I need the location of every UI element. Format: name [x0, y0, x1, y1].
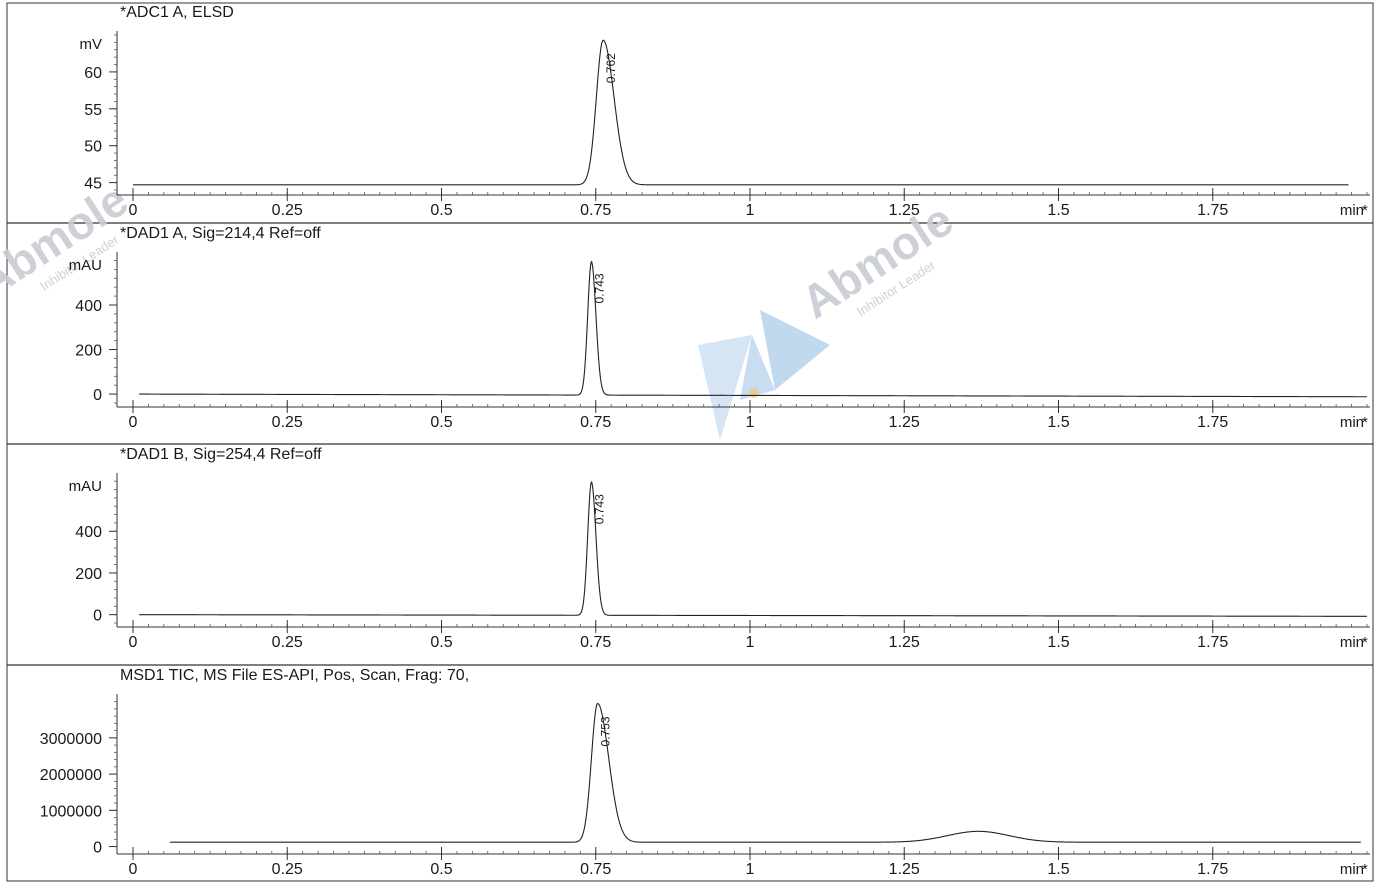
x-tick-label: 1.75	[1197, 414, 1228, 431]
x-tick-label: 1	[746, 414, 755, 431]
x-tick-label: 0.5	[430, 861, 452, 878]
x-tick-label: 0	[129, 414, 138, 431]
chart-panel-2: *DAD1 A, Sig=214,4 Ref=off mAU 0 200 400 0 0.2…	[69, 225, 1370, 431]
series-trace	[170, 702, 1361, 843]
peak-label: 0.762	[604, 53, 618, 83]
panel-title: *ADC1 A, ELSD	[120, 4, 234, 21]
x-tick-label: 0	[129, 202, 138, 219]
x-tick-label: 0.25	[272, 634, 303, 651]
y-tick-label: 55	[84, 102, 102, 119]
y-tick-label: 400	[75, 298, 102, 315]
x-tick-label: 1.25	[889, 202, 920, 219]
y-tick-label: 200	[75, 566, 102, 583]
x-tick-label: 0.25	[272, 202, 303, 219]
x-tick-label: 1	[746, 861, 755, 878]
x-axis-unit: min	[1340, 634, 1364, 651]
peak-label: 0.753	[599, 716, 613, 746]
x-tick-label: 1	[746, 634, 755, 651]
x-tick-label: 1.75	[1197, 634, 1228, 651]
y-axis-unit: mAU	[69, 257, 102, 274]
y-tick-label: 0	[93, 387, 102, 404]
peak-label: 0.743	[592, 273, 606, 303]
y-tick-label: 0	[93, 840, 102, 857]
watermark-center: Abmole Inhibitor Leader	[698, 193, 962, 440]
chart-panel-1: *ADC1 A, ELSD mV 45 50 55 60 0 0.25 0.5 0.75 1 1.25…	[80, 4, 1370, 219]
chart-panel-3: *DAD1 B, Sig=254,4 Ref=off mAU 0 200 400 0 0.2…	[69, 446, 1370, 651]
x-tick-label: 1.25	[889, 414, 920, 431]
y-tick-label: 1000000	[40, 803, 102, 820]
y-tick-label: 200	[75, 343, 102, 360]
x-tick-label: 1.5	[1047, 202, 1069, 219]
x-tick-label: 1.25	[889, 861, 920, 878]
x-tick-label: 0.75	[580, 414, 611, 431]
y-tick-label: 400	[75, 524, 102, 541]
watermark-logo-icon	[698, 310, 830, 440]
axis-continuation-marker: *	[1362, 634, 1368, 651]
x-tick-label: 0.75	[580, 202, 611, 219]
x-tick-label: 0.5	[430, 414, 452, 431]
x-tick-label: 0.25	[272, 861, 303, 878]
y-tick-label: 2000000	[40, 767, 102, 784]
x-tick-label: 0.25	[272, 414, 303, 431]
report-frame	[6, 2, 1374, 882]
x-tick-label: 1.25	[889, 634, 920, 651]
panel-title: *DAD1 B, Sig=254,4 Ref=off	[120, 446, 322, 463]
x-tick-label: 0.75	[580, 634, 611, 651]
x-tick-label: 0.5	[430, 202, 452, 219]
axis-continuation-marker: *	[1362, 861, 1368, 878]
x-axis-unit: min	[1340, 202, 1364, 219]
peak-label: 0.743	[592, 494, 606, 524]
x-tick-label: 1.5	[1047, 414, 1069, 431]
x-tick-label: 0.75	[580, 861, 611, 878]
x-tick-label: 1.75	[1197, 861, 1228, 878]
y-axis-unit: mV	[80, 36, 103, 53]
y-tick-label: 45	[84, 176, 102, 193]
series-trace	[139, 260, 1367, 398]
x-tick-label: 1.5	[1047, 861, 1069, 878]
x-axis-unit: min	[1340, 861, 1364, 878]
x-tick-label: 0	[129, 861, 138, 878]
y-tick-label: 0	[93, 608, 102, 625]
panel-title: MSD1 TIC, MS File ES-API, Pos, Scan, Fra…	[120, 667, 469, 684]
axis-continuation-marker: *	[1362, 414, 1368, 431]
y-tick-label: 60	[84, 65, 102, 82]
x-tick-label: 1.75	[1197, 202, 1228, 219]
y-axis-unit: mAU	[69, 478, 102, 495]
panel-title: *DAD1 A, Sig=214,4 Ref=off	[120, 225, 321, 242]
x-tick-label: 1	[746, 202, 755, 219]
x-axis-unit: min	[1340, 414, 1364, 431]
series-trace	[139, 480, 1368, 617]
y-tick-label: 50	[84, 139, 102, 156]
x-tick-label: 0.5	[430, 634, 452, 651]
x-tick-label: 0	[129, 634, 138, 651]
axis-continuation-marker: *	[1362, 202, 1368, 219]
chart-panel-4: MSD1 TIC, MS File ES-API, Pos, Scan, Fra…	[40, 667, 1370, 878]
y-tick-label: 3000000	[40, 731, 102, 748]
x-tick-label: 1.5	[1047, 634, 1069, 651]
series-trace	[133, 39, 1349, 186]
